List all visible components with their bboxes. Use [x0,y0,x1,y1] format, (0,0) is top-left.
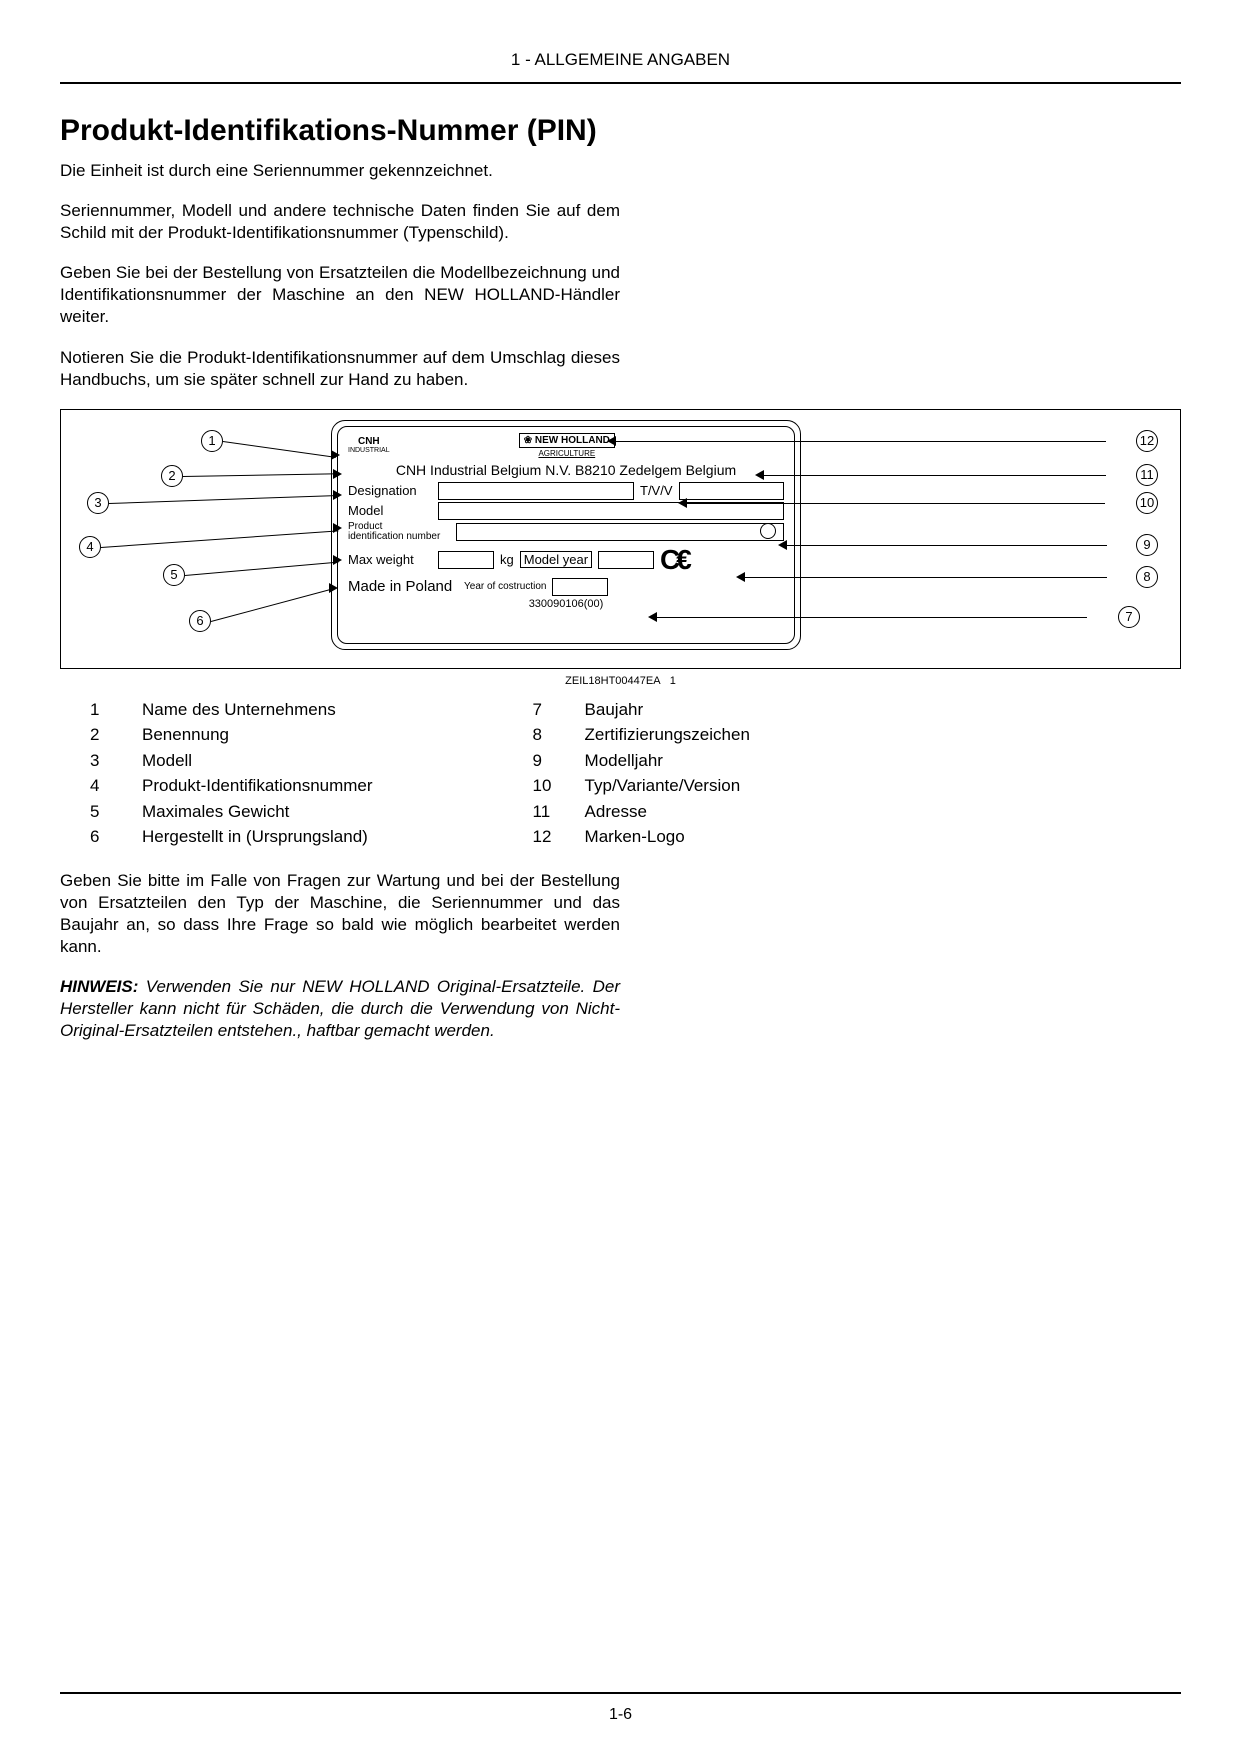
legend-item-4: 4Produkt-Identifikationsnummer [90,773,373,799]
cnh-logo: CNH INDUSTRIAL [348,437,390,454]
label-maxweight: Max weight [348,552,432,567]
callout-1: 1 [201,430,223,452]
intro-column: Die Einheit ist durch eine Seriennummer … [60,160,620,391]
callout-12: 12 [1136,430,1158,452]
label-yearconstruction: Year of costruction [464,582,546,592]
ce-mark-icon: C€ [660,544,688,576]
bottom-rule [60,1692,1181,1694]
callout-4: 4 [79,536,101,558]
type-plate: CNH INDUSTRIAL ❀ NEW HOLLAND AGRICULTURE… [331,420,801,650]
top-rule [60,82,1181,84]
legend-item-5: 5Maximales Gewicht [90,799,373,825]
label-modelyear: Model year [520,551,592,568]
label-pin-bottom: identification number [348,532,450,542]
legend-item-2: 2Benennung [90,722,373,748]
callout-9: 9 [1136,534,1158,556]
page-title: Produkt-Identifikations-Nummer (PIN) [60,114,1181,148]
plate-partno: 330090106(00) [348,598,784,610]
callout-8: 8 [1136,566,1158,588]
callout-7: 7 [1118,606,1140,628]
legend-item-8: 8Zertifizierungszeichen [533,722,750,748]
label-model: Model [348,503,432,518]
plate-address: CNH Industrial Belgium N.V. B8210 Zedelg… [348,462,784,478]
legend-item-6: 6Hergestellt in (Ursprungsland) [90,824,373,850]
footer-column: Geben Sie bitte im Falle von Fragen zur … [60,870,620,1043]
legend-item-12: 12Marken-Logo [533,824,750,850]
label-designation: Designation [348,483,432,498]
callout-5: 5 [163,564,185,586]
paragraph-1: Die Einheit ist durch eine Seriennummer … [60,160,620,182]
callout-3: 3 [87,492,109,514]
paragraph-2: Seriennummer, Modell und andere technisc… [60,200,620,244]
callout-10: 10 [1136,492,1158,514]
callout-2: 2 [161,465,183,487]
label-madein: Made in Poland [348,578,458,595]
legend-item-1: 1Name des Unternehmens [90,697,373,723]
legend-item-11: 11Adresse [533,799,750,825]
legend-item-3: 3Modell [90,748,373,774]
legend-item-7: 7Baujahr [533,697,750,723]
label-kg: kg [500,552,514,567]
paragraph-4: Notieren Sie die Produkt-Identifikations… [60,347,620,391]
callout-11: 11 [1136,464,1158,486]
legend: 1Name des Unternehmens 2Benennung 3Model… [90,697,1181,850]
section-header: 1 - ALLGEMEINE ANGABEN [60,50,1181,70]
legend-item-10: 10Typ/Variante/Version [533,773,750,799]
callout-6: 6 [189,610,211,632]
legend-item-9: 9Modelljahr [533,748,750,774]
figure-caption: ZEIL18HT00447EA 1 [60,675,1181,687]
label-tvv: T/V/V [640,483,673,498]
paragraph-3: Geben Sie bei der Bestellung von Ersatzt… [60,262,620,328]
paragraph-5: Geben Sie bitte im Falle von Fragen zur … [60,870,620,958]
new-holland-logo: ❀ NEW HOLLAND AGRICULTURE [519,433,615,458]
page-number: 1-6 [0,1706,1241,1724]
plate-hole-icon [760,523,776,539]
note-paragraph: HINWEIS: Verwenden Sie nur NEW HOLLAND O… [60,976,620,1042]
pin-plate-diagram: 1 2 3 4 5 6 12 11 10 9 8 7 [60,409,1181,687]
